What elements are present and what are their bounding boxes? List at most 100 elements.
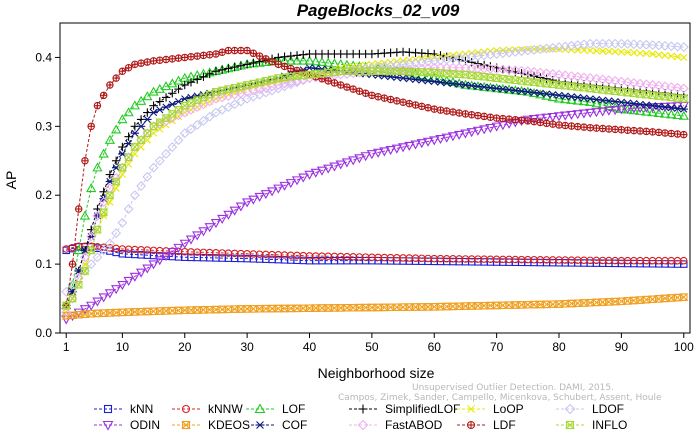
- data-point: [156, 56, 164, 64]
- data-point: [193, 75, 202, 84]
- data-point: [567, 122, 576, 130]
- data-point: [499, 114, 507, 123]
- data-point: [160, 252, 172, 262]
- data-point: [167, 110, 177, 118]
- data-point: [629, 100, 639, 108]
- data-point: [323, 164, 334, 174]
- data-point: [641, 106, 652, 116]
- legend-marker: [357, 419, 369, 431]
- data-point: [254, 192, 265, 202]
- data-point: [124, 64, 133, 72]
- data-point: [161, 93, 171, 102]
- data-point: [554, 69, 564, 80]
- data-point: [404, 141, 415, 151]
- legend-marker: [102, 420, 114, 431]
- data-point: [598, 298, 608, 306]
- data-point: [187, 53, 195, 61]
- data-point: [118, 170, 126, 179]
- data-point: [611, 125, 619, 134]
- data-point: [198, 227, 209, 237]
- data-point: [248, 195, 259, 205]
- data-point: [168, 89, 177, 98]
- y-tick-label: 0.4: [35, 50, 52, 64]
- data-point: [205, 50, 214, 59]
- data-point: [86, 301, 97, 311]
- data-point: [622, 38, 633, 49]
- data-point: [274, 60, 283, 69]
- data-point: [628, 104, 640, 114]
- data-point: [273, 184, 284, 194]
- data-point: [653, 80, 664, 91]
- data-point: [422, 137, 434, 147]
- data-point: [479, 63, 490, 74]
- data-point: [142, 171, 153, 182]
- data-point: [635, 78, 646, 89]
- data-point: [473, 82, 483, 90]
- data-point: [168, 55, 177, 63]
- data-point: [329, 58, 340, 68]
- data-point: [535, 114, 546, 124]
- y-tick-label: 0.2: [35, 188, 52, 202]
- data-point: [441, 133, 452, 143]
- data-point: [174, 54, 183, 62]
- legend-marker: [467, 405, 475, 413]
- data-point: [92, 162, 103, 172]
- data-point: [566, 94, 577, 104]
- data-point: [111, 228, 122, 239]
- x-tick-label: 30: [240, 340, 254, 354]
- data-point: [572, 71, 583, 82]
- data-point: [535, 67, 546, 78]
- data-point: [99, 208, 109, 217]
- data-point: [536, 89, 545, 97]
- data-point: [617, 48, 625, 56]
- data-point: [86, 259, 97, 270]
- x-tick-label: 90: [615, 340, 629, 354]
- data-point: [585, 108, 596, 118]
- data-point: [436, 78, 445, 86]
- data-point: [553, 93, 565, 103]
- data-point: [249, 58, 258, 68]
- data-point: [291, 55, 303, 65]
- data-point: [603, 106, 615, 116]
- chart-title: PageBlocks_02_v09: [297, 1, 460, 20]
- data-point: [435, 134, 446, 145]
- data-point: [529, 88, 539, 97]
- data-point: [405, 75, 414, 83]
- data-point: [348, 303, 358, 312]
- data-point: [155, 118, 165, 126]
- data-point: [118, 142, 127, 152]
- data-point: [678, 83, 689, 94]
- data-point: [136, 181, 147, 192]
- data-point: [655, 51, 663, 59]
- data-point: [430, 105, 439, 113]
- data-point: [105, 170, 115, 179]
- data-point: [648, 295, 658, 303]
- x-tick-label: 70: [490, 340, 504, 354]
- data-point: [492, 74, 502, 82]
- data-point: [123, 276, 134, 286]
- data-point: [79, 305, 91, 315]
- data-point: [680, 53, 688, 62]
- data-point: [348, 156, 359, 166]
- data-point: [553, 112, 565, 122]
- data-point: [161, 114, 171, 122]
- data-point: [467, 82, 476, 90]
- data-point: [605, 125, 613, 133]
- data-point: [198, 115, 209, 126]
- data-point: [135, 95, 147, 105]
- data-point: [129, 190, 140, 201]
- series-line: [66, 296, 684, 317]
- series-INFLO: [61, 67, 689, 310]
- data-point: [578, 109, 590, 119]
- data-point: [67, 294, 78, 303]
- data-point: [87, 122, 95, 131]
- data-point: [666, 82, 677, 93]
- data-point: [573, 299, 583, 307]
- data-point: [398, 74, 408, 82]
- data-point: [580, 123, 588, 131]
- x-tick-label: 100: [674, 340, 694, 354]
- data-point: [148, 260, 159, 270]
- data-point: [666, 41, 677, 52]
- data-point: [485, 123, 496, 134]
- data-point: [659, 108, 671, 118]
